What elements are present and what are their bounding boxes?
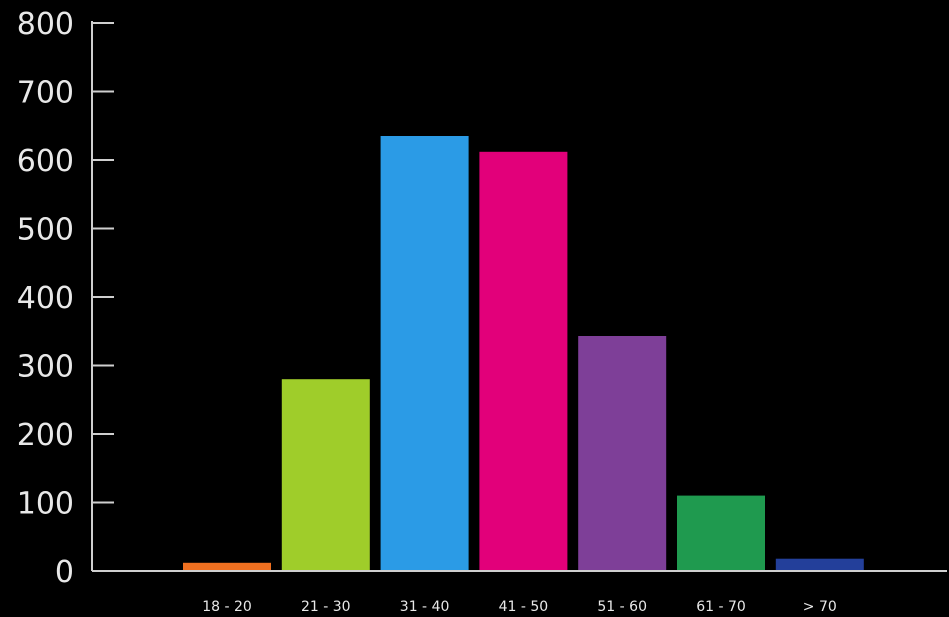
x-category-label: 61 - 70: [696, 599, 746, 615]
y-tick-label: 400: [17, 281, 74, 316]
x-category-label: 41 - 50: [499, 599, 549, 615]
y-tick-label: 500: [17, 213, 74, 248]
x-axis-labels: 18 - 20 21 - 30 31 - 40 41 - 50 51 - 60 61 - …: [202, 599, 837, 615]
y-axis-ticks: 0 100 200 300 400 500 600 700 800: [17, 7, 114, 590]
bar-4: [479, 151, 568, 572]
y-tick-label: 300: [17, 350, 74, 385]
bars: [183, 136, 864, 572]
x-category-label: > 70: [803, 599, 837, 615]
bar-1: [183, 562, 271, 571]
bar-7: [775, 558, 864, 571]
x-category-label: 31 - 40: [400, 599, 450, 615]
x-category-label: 51 - 60: [597, 599, 647, 615]
bar-2: [281, 379, 370, 571]
bar-6: [677, 495, 765, 571]
x-category-label: 18 - 20: [202, 599, 252, 615]
x-category-label: 21 - 30: [301, 599, 351, 615]
bar-5: [578, 336, 667, 571]
y-tick-label: 0: [55, 555, 74, 590]
y-tick-label: 700: [17, 76, 74, 111]
bar-3: [380, 136, 469, 571]
y-tick-label: 600: [17, 144, 74, 179]
y-tick-label: 200: [17, 418, 74, 453]
y-tick-label: 800: [17, 7, 74, 42]
y-tick-label: 100: [17, 487, 74, 522]
